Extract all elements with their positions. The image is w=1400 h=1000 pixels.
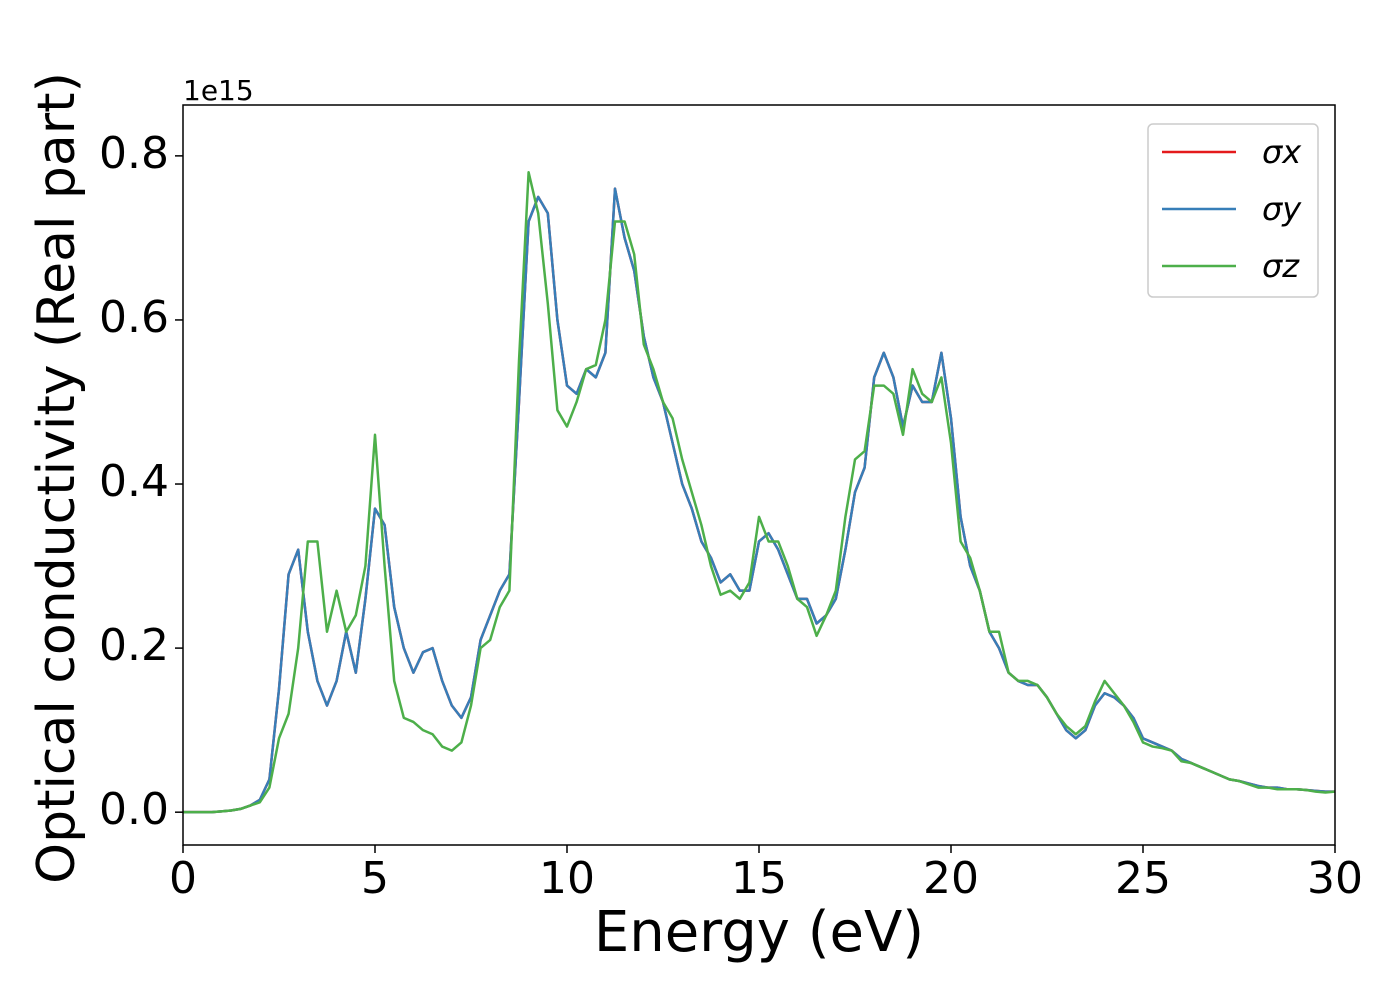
y-tick-label: 0.6 xyxy=(99,292,169,343)
x-tick-label: 15 xyxy=(731,853,787,904)
y-offset-label: 1e15 xyxy=(183,74,254,107)
y-tick-label: 0.2 xyxy=(99,620,169,671)
x-axis-label: Energy (eV) xyxy=(594,900,924,965)
y-tick-label: 0.8 xyxy=(99,128,169,179)
data-line xyxy=(183,187,1335,814)
y-tick-label: 0.4 xyxy=(99,456,169,507)
x-tick-label: 5 xyxy=(361,853,389,904)
y-axis-label: Optical conductivity (Real part) xyxy=(27,72,87,884)
legend-label: σx xyxy=(1262,133,1302,171)
legend-label: σz xyxy=(1262,247,1300,285)
y-tick-label: 0.0 xyxy=(99,784,169,835)
x-tick-label: 30 xyxy=(1307,853,1363,904)
data-line xyxy=(183,171,1336,814)
x-tick-label: 25 xyxy=(1115,853,1171,904)
x-tick-label: 10 xyxy=(539,853,595,904)
x-tick-label: 0 xyxy=(169,853,197,904)
legend-box xyxy=(1147,123,1319,298)
plot-frame xyxy=(182,104,1336,846)
x-tick-label: 20 xyxy=(923,853,979,904)
legend-label: σy xyxy=(1262,190,1302,228)
